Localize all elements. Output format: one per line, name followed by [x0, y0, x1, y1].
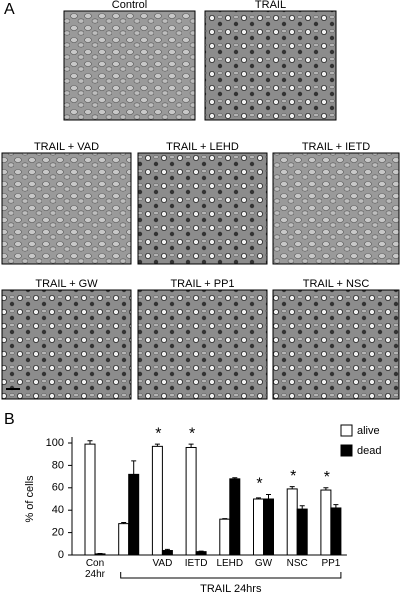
x-tick-label: IETD [184, 558, 208, 569]
micrograph [63, 10, 196, 121]
error-bar [154, 443, 160, 447]
image-label: TRAIL + PP1 [170, 278, 234, 290]
error-bar [256, 497, 261, 499]
x-tick-label: VAD [152, 558, 173, 569]
significance: * [189, 425, 195, 442]
x-tick-label: Con 24hr [84, 558, 105, 580]
micrograph [204, 10, 337, 121]
y-tick-label: 100 [46, 437, 64, 449]
error-bar [164, 548, 170, 551]
error-bar [188, 443, 194, 448]
error-bar [198, 550, 204, 552]
bar [185, 446, 197, 556]
image-label: TRAIL + VAD [34, 141, 99, 153]
legend-label: dead [357, 445, 381, 457]
bar [84, 443, 96, 556]
micrograph [1, 289, 132, 400]
legend-swatch [340, 444, 353, 457]
x-tick-label: LEHD [216, 558, 244, 569]
image-label: TRAIL + LEHD [166, 141, 239, 153]
bar [128, 473, 140, 556]
significance: * [155, 425, 161, 442]
y-tick-label: 60 [52, 482, 64, 494]
bar [94, 553, 106, 556]
image-label: TRAIL + GW [35, 278, 98, 290]
legend-label: alive [357, 425, 380, 437]
image-label: Control [112, 0, 147, 11]
bar [229, 478, 241, 556]
error-bar [333, 504, 339, 508]
legend-swatch [340, 424, 353, 437]
bar [330, 507, 342, 556]
bar [253, 498, 264, 556]
y-axis-label: % of cells [24, 475, 36, 523]
significance: * [324, 469, 330, 486]
group-label: TRAIL 24hrs [200, 583, 262, 595]
y-tick-label: 20 [52, 527, 64, 539]
significance: * [290, 468, 296, 485]
error-bar [232, 477, 238, 479]
bar [151, 445, 163, 556]
bar [263, 498, 274, 556]
micrograph [1, 152, 132, 265]
error-bar [222, 518, 228, 520]
image-label: TRAIL + IETD [302, 141, 370, 153]
x-tick-label: PP1 [321, 558, 341, 569]
error-bar [289, 486, 295, 489]
panel-label: A [4, 1, 15, 18]
error-bar [266, 494, 271, 499]
y-tick-label: 40 [52, 504, 64, 516]
bar [320, 489, 332, 556]
panel-label: B [4, 411, 15, 428]
x-tick-label: NSC [286, 558, 308, 569]
micrograph [272, 289, 400, 400]
error-bar [131, 460, 137, 475]
bar [195, 551, 207, 556]
significance: * [256, 476, 262, 493]
error-bar [323, 487, 329, 491]
x-tick-label: GW [254, 558, 273, 569]
bar [286, 488, 298, 556]
group-bracket [120, 572, 342, 579]
bar [219, 518, 231, 556]
image-label: TRAIL [255, 0, 286, 11]
micrograph [137, 152, 268, 265]
bar [161, 550, 173, 556]
image-label: TRAIL + NSC [303, 278, 370, 290]
y-tick-label: 80 [52, 459, 64, 471]
micrograph [272, 152, 400, 265]
bar [118, 523, 130, 556]
y-tick-label: 0 [58, 549, 64, 561]
bar [296, 508, 308, 556]
error-bar [299, 505, 305, 510]
error-bar [87, 440, 93, 445]
micrograph [137, 289, 268, 400]
error-bar [121, 522, 127, 524]
